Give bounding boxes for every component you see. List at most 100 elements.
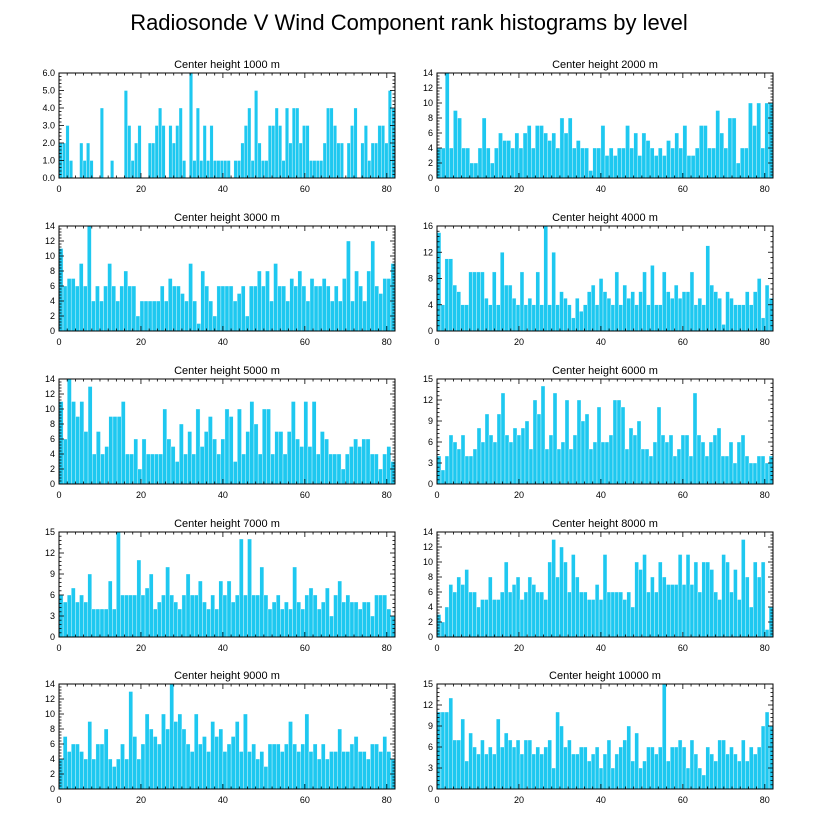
histogram-bar bbox=[712, 434, 718, 485]
histogram-bar bbox=[374, 142, 379, 179]
histogram-bar bbox=[305, 300, 311, 332]
histogram-bar bbox=[590, 284, 596, 332]
histogram-bar bbox=[654, 591, 659, 638]
histogram-bar bbox=[540, 385, 546, 485]
histogram-bar bbox=[717, 298, 722, 332]
y-tick-label: 15 bbox=[45, 527, 55, 537]
histogram-bar bbox=[531, 147, 536, 179]
histogram-bar bbox=[222, 594, 228, 638]
histogram-bar bbox=[456, 576, 461, 638]
x-tick-label: 0 bbox=[434, 184, 439, 194]
histogram-bar bbox=[735, 162, 741, 179]
histogram-bar bbox=[612, 399, 618, 485]
histogram-bar bbox=[744, 147, 749, 179]
histogram-bar bbox=[744, 455, 750, 485]
histogram-bar bbox=[634, 561, 639, 638]
histogram-bar bbox=[267, 608, 273, 638]
histogram-bar bbox=[134, 142, 139, 179]
histogram-bar bbox=[153, 736, 158, 790]
histogram-bar bbox=[555, 711, 560, 790]
histogram-bar bbox=[235, 721, 240, 790]
histogram-bar bbox=[688, 455, 694, 485]
histogram-bar bbox=[768, 725, 774, 790]
histogram-bar bbox=[308, 751, 314, 790]
histogram-bar bbox=[749, 304, 754, 332]
histogram-bar bbox=[629, 147, 634, 179]
histogram-bar bbox=[247, 538, 252, 638]
histogram-bar bbox=[382, 278, 388, 332]
histogram-bar bbox=[488, 304, 493, 332]
plot-frame bbox=[436, 531, 774, 638]
histogram-bar bbox=[556, 448, 562, 485]
histogram-bar bbox=[281, 160, 286, 179]
histogram-bar bbox=[247, 107, 252, 179]
histogram-bar bbox=[384, 142, 389, 179]
histogram-bar bbox=[136, 559, 142, 638]
histogram-bar bbox=[484, 753, 489, 790]
histogram-bar bbox=[539, 753, 544, 790]
histogram-bar bbox=[520, 427, 526, 485]
histogram-bar bbox=[690, 155, 696, 179]
histogram-bar bbox=[309, 278, 315, 332]
y-tick-label: 10 bbox=[45, 404, 55, 414]
histogram-bar bbox=[476, 271, 481, 332]
histogram-bar bbox=[365, 438, 371, 485]
histogram-bar bbox=[285, 300, 290, 332]
histogram-bar bbox=[464, 455, 470, 485]
histogram-bar bbox=[634, 732, 639, 790]
histogram-bar bbox=[488, 434, 494, 485]
histogram-bar bbox=[377, 125, 382, 179]
histogram-bar bbox=[202, 601, 207, 638]
histogram-bar bbox=[162, 408, 168, 485]
y-tick-label: 14 bbox=[45, 374, 55, 384]
histogram-bar bbox=[514, 132, 520, 179]
histogram-bar bbox=[472, 271, 477, 332]
histogram-bar bbox=[504, 284, 509, 332]
histogram-bar bbox=[66, 278, 72, 332]
x-tick-label: 40 bbox=[596, 643, 606, 653]
x-tick-label: 20 bbox=[514, 337, 524, 347]
y-tick-label: 14 bbox=[423, 527, 433, 537]
histogram-bar bbox=[696, 434, 702, 485]
histogram-bar bbox=[666, 140, 671, 179]
y-tick-label: 12 bbox=[423, 700, 433, 710]
histogram-bar bbox=[360, 142, 365, 179]
histogram-bar bbox=[654, 753, 659, 790]
histogram-bar bbox=[507, 739, 513, 790]
histogram-bar bbox=[618, 591, 623, 638]
x-tick-label: 80 bbox=[760, 337, 770, 347]
histogram-bar bbox=[353, 438, 358, 485]
histogram-bar bbox=[75, 743, 80, 790]
histogram-bar bbox=[616, 399, 622, 485]
histogram-bar bbox=[263, 766, 269, 790]
histogram-bar bbox=[267, 743, 273, 790]
histogram-bar bbox=[304, 713, 310, 790]
histogram-bar bbox=[386, 446, 392, 485]
y-tick-label: 14 bbox=[45, 679, 55, 689]
histogram-bar bbox=[531, 584, 536, 638]
histogram-bar bbox=[171, 142, 176, 179]
histogram-bar bbox=[490, 162, 495, 179]
histogram-bar bbox=[676, 448, 682, 485]
histogram-bar bbox=[496, 413, 502, 485]
histogram-bar bbox=[349, 446, 354, 485]
histogram-bar bbox=[494, 147, 499, 179]
histogram-bar bbox=[464, 304, 469, 332]
histogram-bar bbox=[476, 753, 481, 790]
histogram-bar bbox=[278, 125, 283, 179]
x-tick-label: 60 bbox=[678, 795, 688, 805]
histogram-bar bbox=[625, 125, 630, 179]
histogram-bar bbox=[321, 601, 326, 638]
y-tick-label: 4 bbox=[428, 602, 433, 612]
histogram-bar bbox=[291, 401, 296, 485]
x-tick-label: 0 bbox=[56, 184, 61, 194]
histogram-bar bbox=[212, 438, 217, 485]
histogram-bar bbox=[99, 608, 105, 638]
histogram-bar bbox=[67, 751, 72, 790]
histogram-bar bbox=[133, 438, 138, 485]
histogram-panel: Center height 8000 m 0 20 40 60 80 0 2 4 6 8 10 12 14 bbox=[423, 518, 774, 653]
histogram-bar bbox=[559, 725, 564, 790]
histogram-bar bbox=[555, 147, 561, 179]
histogram-bar bbox=[583, 304, 588, 332]
histogram-bar bbox=[602, 554, 608, 638]
